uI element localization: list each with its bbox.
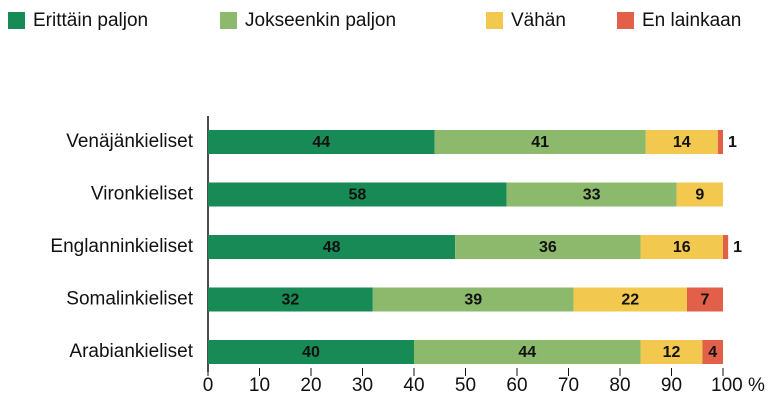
bar-segment — [414, 340, 641, 364]
category-label: Venäjänkieliset — [66, 131, 193, 152]
data-label: 48 — [323, 239, 341, 256]
data-label: 40 — [302, 344, 320, 361]
x-tick-label: 70 — [558, 375, 579, 396]
bar-segment — [506, 182, 677, 207]
data-label: 32 — [282, 292, 300, 309]
x-tick-label: 50 — [455, 375, 476, 396]
x-tick-label: 60 — [506, 375, 527, 396]
data-label: 16 — [673, 239, 691, 256]
data-label: 41 — [531, 134, 549, 151]
category-label: Englanninkieliset — [50, 236, 193, 257]
bar-segment — [640, 340, 703, 364]
data-label: 9 — [695, 187, 704, 204]
data-label: 33 — [583, 187, 601, 204]
data-label: 7 — [701, 292, 710, 309]
bar-segment — [208, 340, 414, 364]
x-tick-label: 80 — [609, 375, 630, 396]
x-tick-label: 30 — [352, 375, 373, 396]
bar-segment — [686, 287, 723, 312]
bar-segment — [676, 182, 723, 207]
data-label: 36 — [539, 239, 557, 256]
bar-segment — [573, 287, 687, 312]
bar-segment — [717, 130, 723, 154]
legend-label: Erittäin paljon — [33, 10, 148, 31]
data-label: 12 — [663, 344, 681, 361]
bar-segment — [640, 235, 723, 259]
bar-segment — [208, 287, 373, 312]
data-label: 1 — [733, 239, 742, 256]
legend-label: Vähän — [511, 10, 566, 31]
data-label: 44 — [518, 344, 536, 361]
legend-swatch — [617, 12, 634, 29]
x-tick-label: 0 — [203, 375, 214, 396]
data-label: 44 — [312, 134, 330, 151]
data-label: 58 — [348, 187, 366, 204]
x-tick-label: 40 — [403, 375, 424, 396]
legend-swatch — [486, 12, 503, 29]
data-label: 22 — [621, 292, 639, 309]
bar-segment — [723, 235, 729, 259]
data-label: 4 — [708, 344, 717, 361]
bar-segment — [208, 130, 435, 154]
data-label: 14 — [673, 134, 691, 151]
bar-segment — [208, 182, 507, 207]
category-label: Somalinkieliset — [66, 289, 193, 310]
x-tick-label: 90 — [661, 375, 682, 396]
bar-segment — [455, 235, 641, 259]
bar-segment — [372, 287, 574, 312]
category-label: Arabiankieliset — [69, 341, 193, 362]
legend-label: Jokseenkin paljon — [245, 10, 396, 31]
legend-swatch — [220, 12, 237, 29]
x-tick-label: 10 — [249, 375, 270, 396]
bar-segment — [208, 235, 456, 259]
bar-segment — [702, 340, 723, 364]
bar-segment — [434, 130, 646, 154]
x-tick-label: 100 % — [711, 375, 765, 396]
legend-swatch — [8, 12, 25, 29]
x-tick-label: 20 — [300, 375, 321, 396]
bar-segment — [645, 130, 718, 154]
category-label: Vironkieliset — [91, 184, 194, 205]
data-label: 39 — [464, 292, 482, 309]
data-label: 1 — [728, 134, 737, 151]
legend-label: En lainkaan — [642, 10, 741, 31]
